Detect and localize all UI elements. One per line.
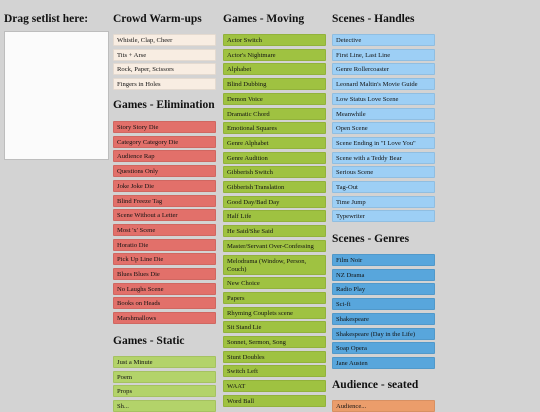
setlist-item-card[interactable]: Jane Austen [332,356,435,369]
setlist-item-card[interactable]: Film Noir [332,254,435,266]
setlist-item-card[interactable]: Master/Servant Over-Confessing [223,239,326,252]
section-title-games-moving: Games - Moving [223,13,305,25]
setlist-item-card[interactable]: Demon Voice [223,92,326,105]
setlist-item-card[interactable]: Props [113,385,216,398]
setlist-item-card[interactable]: Leonard Maltin's Movie Guide [332,78,435,91]
setlist-item-card[interactable]: Tits + Arse [113,48,216,61]
setlist-item-card[interactable]: Pick Up Line Die [113,253,216,266]
setlist-item-card[interactable]: Genre Alphabet [223,136,326,149]
setlist-item-card[interactable]: Joke Joke Die [113,179,216,192]
setlist-item-card[interactable]: Books on Heads [113,297,216,310]
setlist-item-card[interactable]: Scene Ending in "I Love You" [332,136,435,149]
setlist-item-card[interactable]: Actor Switch [223,34,326,46]
setlist-item-card[interactable]: Genre Rollercoaster [332,63,435,76]
setlist-item-card[interactable]: Gibberish Translation [223,181,326,193]
setlist-item-card[interactable]: Soap Opera [332,342,435,355]
setlist-item-card[interactable]: Whistle, Clap, Cheer [113,34,216,46]
setlist-item-card[interactable]: Sit Stand Lie [223,321,326,334]
setlist-item-card[interactable]: Typewriter [332,210,435,223]
setlist-item-card[interactable]: Shakespeare [332,312,435,325]
setlist-item-card[interactable]: First Line, Last Line [332,48,435,61]
setlist-item-card[interactable]: Scene with a Teddy Bear [332,151,435,164]
section-title-scenes-genres: Scenes - Genres [332,233,410,245]
section-title-games-elimination: Games - Elimination [113,99,215,111]
setlist-item-card[interactable]: Gibberish Switch [223,166,326,179]
setlist-item-card[interactable]: Story Story Die [113,121,216,133]
setlist-item-card[interactable]: Serious Scene [332,166,435,179]
setlist-item-card[interactable]: Fingers in Holes [113,78,216,91]
setlist-item-card[interactable]: Blind Freeze Tag [113,194,216,207]
setlist-item-card[interactable]: Good Day/Bad Day [223,195,326,208]
setlist-item-card[interactable]: Scene Without a Letter [113,209,216,222]
setlist-item-card[interactable]: Melodrama (Window, Person, Couch) [223,254,326,275]
setlist-item-card[interactable]: He Said/She Said [223,225,326,238]
section-title-games-static: Games - Static [113,335,185,347]
setlist-item-card[interactable]: Half Life [223,210,326,223]
setlist-item-card[interactable]: Actor's Nightmare [223,48,326,61]
setlist-item-card[interactable]: Audience... [332,400,435,412]
section-title-crowd-warmups: Crowd Warm-ups [113,13,202,25]
setlist-item-card[interactable]: Dramatic Chord [223,107,326,120]
setlist-item-card[interactable]: Category Category Die [113,135,216,148]
setlist-item-card[interactable]: Shakespeare (Day in the Life) [332,327,435,340]
setlist-item-card[interactable]: Meanwhile [332,107,435,120]
setlist-item-card[interactable]: Rhyming Couplets scene [223,306,326,319]
setlist-item-card[interactable]: Sci-fi [332,298,435,311]
setlist-item-card[interactable]: Tag-Out [332,181,435,193]
setlist-item-card[interactable]: Horatio Die [113,238,216,251]
setlist-drop-zone[interactable] [4,31,109,160]
setlist-item-card[interactable]: Open Scene [332,122,435,135]
setlist-item-card[interactable]: Audience Rap [113,150,216,163]
setlist-item-card[interactable]: Emotional Squares [223,122,326,135]
setlist-item-card[interactable]: Radio Play [332,283,435,296]
setlist-item-card[interactable]: Genre Audition [223,151,326,164]
setlist-item-card[interactable]: Poem [113,370,216,383]
setlist-item-card[interactable]: Just a Minute [113,356,216,368]
setlist-item-card[interactable]: Time Jump [332,195,435,208]
setlist-item-card[interactable]: Sonnet, Sermon, Song [223,336,326,348]
setlist-item-card[interactable]: Most 'x' Scene [113,223,216,236]
setlist-item-card[interactable]: No Laughs Scene [113,282,216,295]
setlist-heading: Drag setlist here: [4,13,89,25]
setlist-item-card[interactable]: Questions Only [113,165,216,178]
section-title-scenes-handles: Scenes - Handles [332,13,415,25]
setlist-item-card[interactable]: Blues Blues Die [113,268,216,280]
setlist-item-card[interactable]: Stunt Doubles [223,350,326,363]
setlist-item-card[interactable]: Detective [332,34,435,46]
setlist-item-card[interactable]: Papers [223,291,326,304]
setlist-item-card[interactable]: Blind Dubbing [223,78,326,91]
setlist-item-card[interactable]: WAAT [223,380,326,393]
setlist-item-card[interactable]: NZ Drama [332,268,435,281]
setlist-item-card[interactable]: Rock, Paper, Scissors [113,63,216,76]
section-title-audience-seated: Audience - seated [332,379,419,391]
setlist-item-card[interactable]: Low Status Love Scene [332,92,435,105]
setlist-item-card[interactable]: Sh... [113,400,216,412]
setlist-item-card[interactable]: Alphabet [223,63,326,76]
setlist-item-card[interactable]: Switch Left [223,365,326,378]
setlist-item-card[interactable]: Marshmallows [113,312,216,325]
setlist-item-card[interactable]: New Choice [223,277,326,290]
